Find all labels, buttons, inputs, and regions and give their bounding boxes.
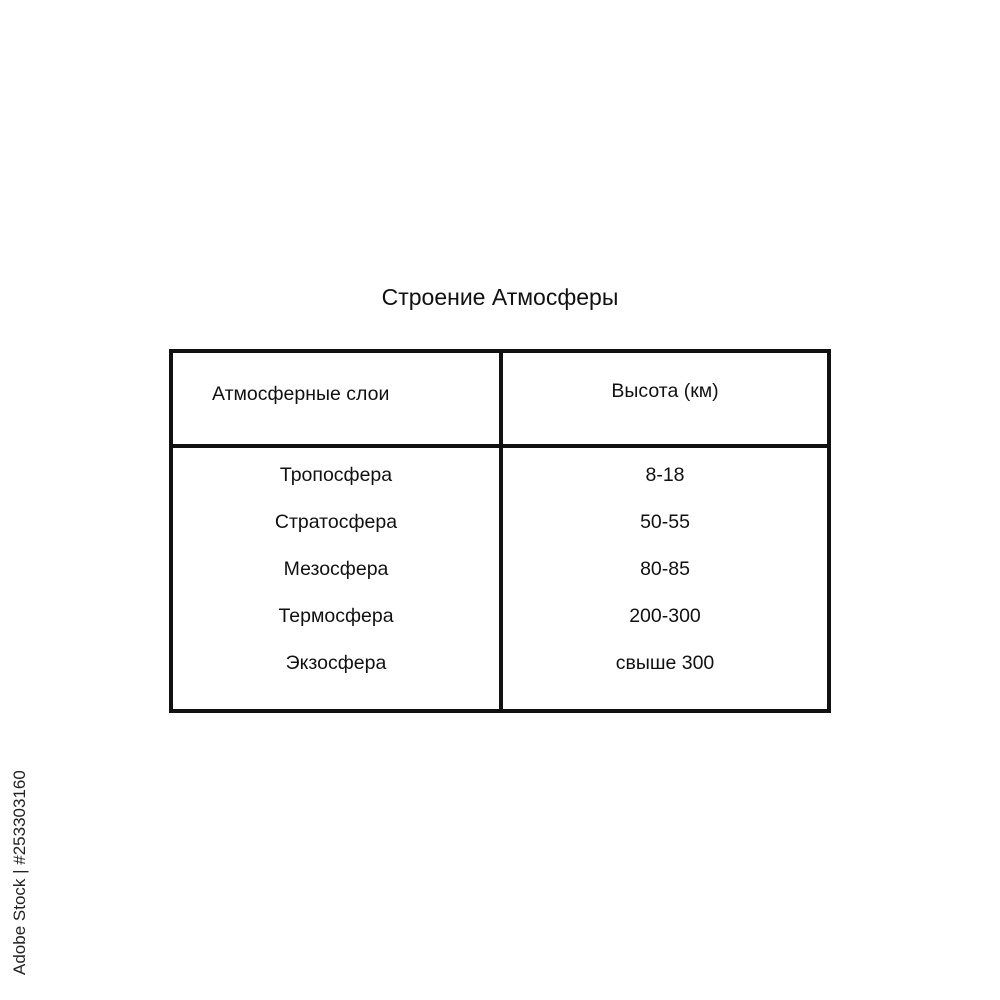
page-title: Строение Атмосферы xyxy=(381,284,619,310)
table-cell-altitude: 8-18 xyxy=(645,464,685,486)
table-cell-altitude: 80-85 xyxy=(640,558,690,580)
header-altitude: Высота (км) xyxy=(611,380,719,402)
header-layers: Атмосферные слои xyxy=(212,383,390,405)
table-cell-layer: Тропосфера xyxy=(279,464,393,486)
table-cell-altitude: 50-55 xyxy=(640,511,690,533)
stock-watermark: Adobe Stock | #253303160 xyxy=(10,770,29,975)
column-divider xyxy=(499,353,503,709)
table-cell-layer: Мезосфера xyxy=(283,558,389,580)
table-cell-layer: Экзосфера xyxy=(285,652,387,674)
altitude-column: 8-18 50-55 80-85 200-300 свыше 300 xyxy=(503,463,827,698)
header-divider xyxy=(173,444,827,448)
table-cell-layer: Термосфера xyxy=(278,605,394,627)
layers-column: Тропосфера Стратосфера Мезосфера Термосф… xyxy=(173,463,499,698)
table-cell-altitude: свыше 300 xyxy=(615,652,715,674)
atmosphere-table: Атмосферные слои Высота (км) Тропосфера … xyxy=(169,349,831,713)
table-cell-altitude: 200-300 xyxy=(629,605,701,627)
table-cell-layer: Стратосфера xyxy=(274,511,398,533)
